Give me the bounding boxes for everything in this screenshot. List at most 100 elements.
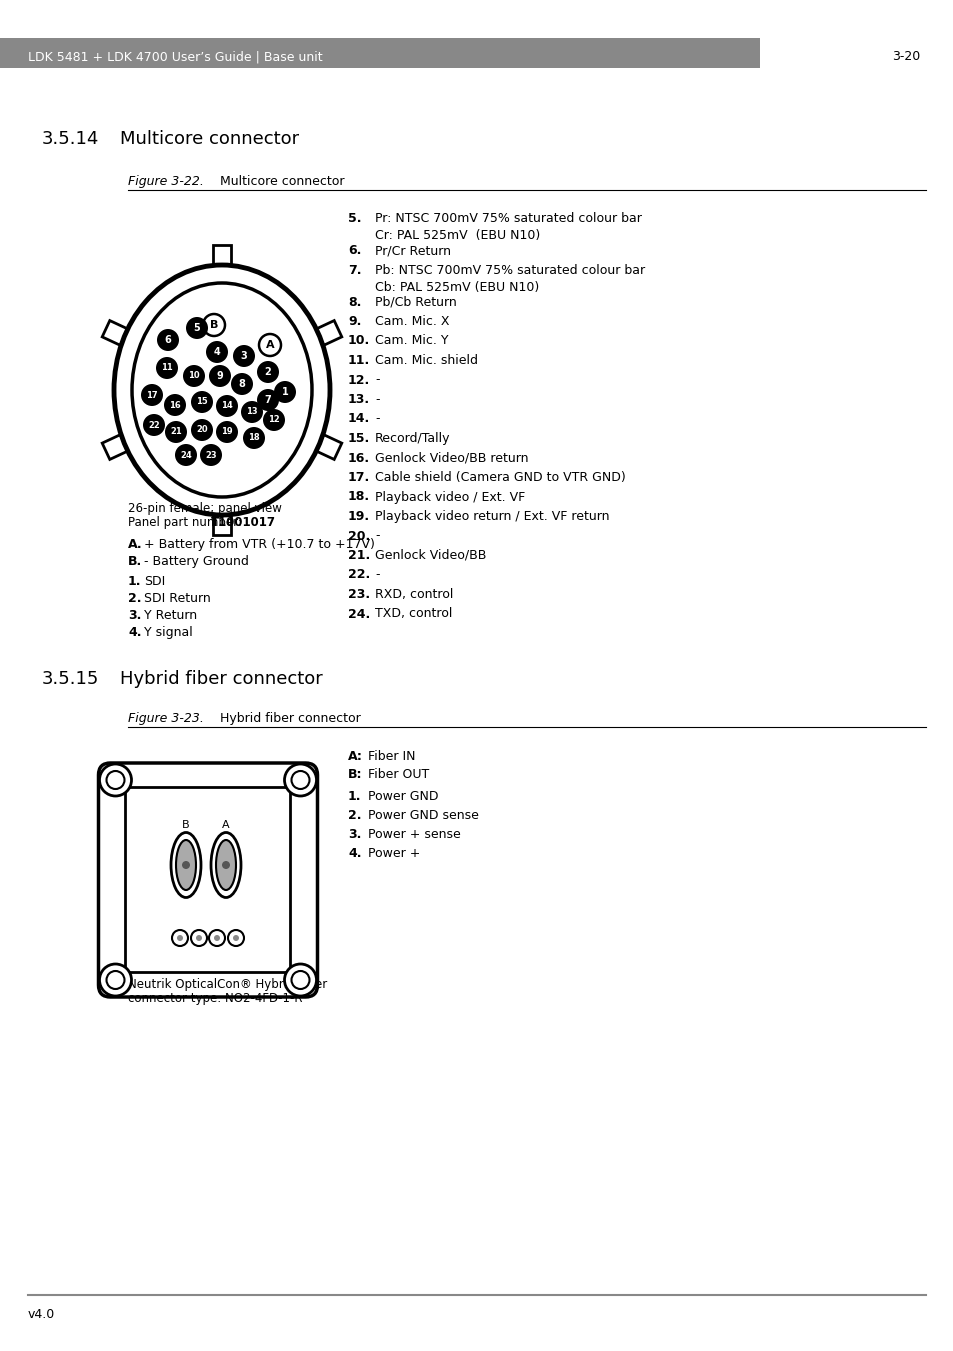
- Text: Y Return: Y Return: [144, 609, 197, 621]
- Text: 16: 16: [169, 400, 181, 409]
- Text: 1.: 1.: [128, 576, 141, 588]
- Text: 19.: 19.: [348, 509, 370, 523]
- Text: 7: 7: [264, 394, 271, 405]
- Polygon shape: [102, 320, 128, 346]
- Text: 20: 20: [196, 426, 208, 435]
- Text: -: -: [375, 530, 379, 543]
- Text: 3-20: 3-20: [891, 50, 919, 63]
- Text: Pb: NTSC 700mV 75% saturated colour bar: Pb: NTSC 700mV 75% saturated colour bar: [375, 263, 644, 277]
- Circle shape: [191, 929, 207, 946]
- Text: 22: 22: [148, 420, 160, 430]
- Circle shape: [209, 929, 225, 946]
- Text: SDI Return: SDI Return: [144, 592, 211, 605]
- Text: 1.: 1.: [348, 790, 361, 802]
- Circle shape: [141, 384, 163, 407]
- Text: Power GND sense: Power GND sense: [368, 809, 478, 821]
- Circle shape: [231, 373, 253, 394]
- Text: 18: 18: [248, 434, 259, 443]
- Text: 10: 10: [188, 372, 199, 381]
- Text: Pr/Cr Return: Pr/Cr Return: [375, 245, 451, 257]
- Text: 13.: 13.: [348, 393, 370, 407]
- Circle shape: [209, 365, 231, 386]
- Bar: [760, 38, 953, 68]
- Text: Power GND: Power GND: [368, 790, 438, 802]
- Circle shape: [228, 929, 244, 946]
- Text: -: -: [375, 393, 379, 407]
- Text: A: A: [222, 820, 230, 830]
- Text: 4: 4: [213, 347, 220, 357]
- Text: 24.: 24.: [348, 608, 370, 620]
- Circle shape: [292, 771, 309, 789]
- Text: 11.: 11.: [348, 354, 370, 367]
- Text: RXD, control: RXD, control: [375, 588, 453, 601]
- Circle shape: [241, 401, 263, 423]
- Text: 12.: 12.: [348, 373, 370, 386]
- Text: A:: A:: [348, 750, 362, 763]
- Text: 9: 9: [216, 372, 223, 381]
- Circle shape: [164, 394, 186, 416]
- Text: 15: 15: [196, 397, 208, 407]
- Text: 23.: 23.: [348, 588, 370, 601]
- Text: Cb: PAL 525mV (EBU N10): Cb: PAL 525mV (EBU N10): [375, 281, 538, 295]
- Text: 14.: 14.: [348, 412, 370, 426]
- Text: Power +: Power +: [368, 847, 420, 861]
- Text: 21: 21: [170, 427, 182, 436]
- Text: Neutrik OpticalCon® Hybrid Fiber: Neutrik OpticalCon® Hybrid Fiber: [128, 978, 327, 992]
- Bar: [0, 38, 953, 68]
- Text: Record/Tally: Record/Tally: [375, 432, 450, 444]
- Circle shape: [233, 935, 239, 942]
- Text: Fiber IN: Fiber IN: [368, 750, 416, 763]
- Text: 8.: 8.: [348, 296, 361, 308]
- Text: Multicore connector: Multicore connector: [120, 130, 299, 149]
- Text: 15.: 15.: [348, 432, 370, 444]
- Text: 16.: 16.: [348, 451, 370, 465]
- Circle shape: [215, 422, 237, 443]
- Text: Playback video / Ext. VF: Playback video / Ext. VF: [375, 490, 525, 504]
- Text: Panel part number:: Panel part number:: [128, 516, 245, 530]
- Text: 8: 8: [238, 380, 245, 389]
- Text: B: B: [182, 820, 190, 830]
- Text: Cam. Mic. X: Cam. Mic. X: [375, 315, 449, 328]
- Ellipse shape: [175, 840, 195, 890]
- Circle shape: [256, 389, 278, 411]
- Circle shape: [165, 422, 187, 443]
- Text: 3.5.15: 3.5.15: [42, 670, 99, 688]
- Text: Playback video return / Ext. VF return: Playback video return / Ext. VF return: [375, 509, 609, 523]
- Circle shape: [213, 935, 220, 942]
- Text: 21.: 21.: [348, 549, 370, 562]
- Text: Hybrid fiber connector: Hybrid fiber connector: [220, 712, 360, 725]
- Text: 23: 23: [205, 450, 216, 459]
- Text: Figure 3-23.: Figure 3-23.: [128, 712, 204, 725]
- Circle shape: [174, 444, 196, 466]
- Text: -: -: [375, 412, 379, 426]
- Ellipse shape: [113, 265, 330, 515]
- Text: 22.: 22.: [348, 569, 370, 581]
- Circle shape: [292, 971, 309, 989]
- Circle shape: [191, 390, 213, 413]
- Circle shape: [107, 771, 125, 789]
- Text: Fiber OUT: Fiber OUT: [368, 767, 429, 781]
- Circle shape: [177, 935, 183, 942]
- Text: B.: B.: [128, 555, 142, 567]
- Text: -: -: [375, 569, 379, 581]
- Text: 3.5.14: 3.5.14: [42, 130, 99, 149]
- Text: Figure 3-22.: Figure 3-22.: [128, 176, 204, 188]
- Text: Y signal: Y signal: [144, 626, 193, 639]
- Text: Cam. Mic. Y: Cam. Mic. Y: [375, 335, 448, 347]
- Polygon shape: [213, 515, 231, 535]
- Text: TXD, control: TXD, control: [375, 608, 452, 620]
- Circle shape: [243, 427, 265, 449]
- Circle shape: [99, 765, 132, 796]
- Text: 6: 6: [165, 335, 172, 345]
- Circle shape: [284, 765, 316, 796]
- Circle shape: [172, 929, 188, 946]
- Circle shape: [107, 971, 125, 989]
- Text: T1001017: T1001017: [211, 516, 275, 530]
- Text: 2.: 2.: [348, 809, 361, 821]
- Circle shape: [215, 394, 237, 417]
- Circle shape: [206, 340, 228, 363]
- Text: 13: 13: [246, 408, 257, 416]
- Text: 2: 2: [264, 367, 271, 377]
- Circle shape: [186, 317, 208, 339]
- Text: 3.: 3.: [348, 828, 361, 842]
